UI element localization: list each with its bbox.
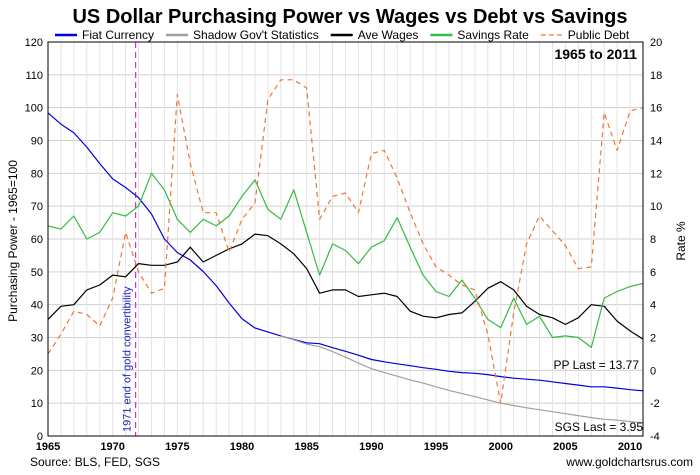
x-tick: 1985 (294, 441, 318, 453)
series-line-fiat-currency (47, 112, 644, 392)
x-tick: 2005 (553, 441, 577, 453)
y-tick-right: 10 (650, 201, 662, 213)
axis-layer: 0 10 20 30 40 50 60 70 80 90 100 110 120 -4 -2 0 2 4 6 8 10 1… (25, 37, 663, 453)
source-label: Source: BLS, FED, SGS (30, 455, 160, 469)
y-tick-right: 8 (650, 234, 656, 246)
y-tick-left: 40 (31, 300, 43, 312)
chart-title: US Dollar Purchasing Power vs Wages vs D… (72, 6, 627, 28)
y-tick-left: 30 (31, 333, 43, 345)
y-tick-right: 12 (650, 168, 662, 180)
x-tick: 1995 (424, 441, 448, 453)
x-tick: 1980 (230, 441, 254, 453)
plot-frame (47, 41, 644, 437)
y-tick-right: -2 (650, 398, 660, 410)
pp-last-label: PP Last = 13.77 (553, 358, 639, 372)
y-tick-left: 110 (25, 70, 43, 82)
y-tick-left: 70 (31, 201, 43, 213)
period-label: 1965 to 2011 (554, 46, 637, 62)
y-tick-right: -4 (650, 431, 660, 443)
x-tick: 1990 (359, 441, 383, 453)
series-line-shadow-gov-t-statistics (280, 335, 644, 424)
legend-label: Fiat Currency (82, 28, 154, 42)
y-axis-label-left: Purchasing Power - 1965=100 (6, 160, 20, 322)
y-tick-left: 0 (37, 431, 43, 443)
legend-label: Public Debt (568, 28, 630, 42)
y-tick-right: 4 (650, 300, 656, 312)
sgs-last-label: SGS Last = 3.95 (555, 420, 644, 434)
y-tick-right: 18 (650, 70, 662, 82)
gold-convertibility-label: 1971 end of gold convertibility (122, 286, 134, 432)
x-tick: 1970 (100, 441, 124, 453)
y-tick-left: 60 (31, 234, 43, 246)
y-tick-left: 10 (31, 398, 43, 410)
y-axis-label-right: Rate % (674, 221, 688, 261)
legend: Fiat Currency Shadow Gov't Statistics Ave … (55, 28, 630, 42)
series-line-ave-wages (47, 233, 644, 340)
y-tick-left: 90 (31, 136, 43, 148)
legend-label: Shadow Gov't Statistics (193, 28, 319, 42)
x-tick: 2000 (488, 441, 512, 453)
series-layer: 1971 end of gold convertibility (47, 42, 644, 436)
y-tick-right: 0 (650, 365, 656, 377)
y-tick-right: 20 (650, 37, 662, 49)
series-line-public-debt (47, 79, 644, 404)
y-tick-right: 14 (650, 136, 662, 148)
series-line-savings-rate (47, 172, 644, 348)
y-tick-left: 100 (25, 103, 43, 115)
site-label: www.goldchartsrus.com (565, 455, 693, 469)
y-tick-left: 50 (31, 267, 43, 279)
legend-label: Savings Rate (457, 28, 529, 42)
y-tick-left: 20 (31, 365, 43, 377)
y-tick-right: 16 (650, 103, 662, 115)
y-tick-right: 2 (650, 333, 656, 345)
y-tick-left: 80 (31, 168, 43, 180)
y-tick-left: 120 (25, 37, 43, 49)
x-tick: 1975 (165, 441, 189, 453)
legend-label: Ave Wages (358, 28, 419, 42)
y-tick-right: 6 (650, 267, 656, 279)
x-tick: 1965 (36, 441, 60, 453)
x-tick: 2010 (618, 441, 642, 453)
